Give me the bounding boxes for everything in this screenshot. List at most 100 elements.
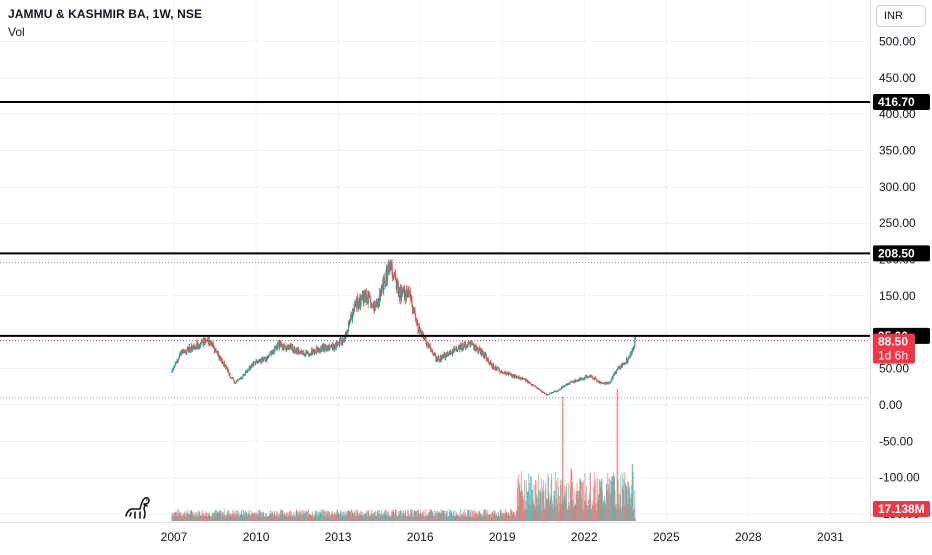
volume-bar	[427, 512, 429, 521]
volume-bar	[453, 516, 455, 521]
candle	[467, 341, 469, 347]
volume-bar	[199, 511, 201, 521]
chart-area[interactable]	[0, 0, 870, 522]
volume-bar	[379, 513, 381, 521]
volume-bar	[454, 510, 456, 521]
time-scale[interactable]: 2007 2010 2013 2016 2019 2022 2025 2028 2031	[0, 522, 932, 550]
volume-bar	[631, 484, 633, 521]
volume-bar	[285, 516, 287, 521]
candle	[452, 349, 454, 354]
volume-bar	[212, 512, 214, 521]
volume-bar	[562, 396, 564, 521]
volume-bar	[298, 512, 300, 521]
price-scale-axis[interactable]: 500.00450.00400.00350.00300.00250.00200.…	[870, 0, 932, 522]
volume-bar	[436, 510, 438, 521]
volume-bar	[492, 514, 494, 521]
candle	[400, 290, 403, 300]
volume-bar	[194, 516, 196, 521]
volume-bar	[267, 515, 269, 521]
volume-bar	[468, 516, 470, 521]
volume-bar	[180, 512, 182, 521]
volume-bar	[426, 515, 428, 521]
candle	[491, 363, 493, 367]
volume-bar	[286, 516, 288, 521]
volume-bar	[321, 509, 323, 521]
candle	[568, 383, 570, 385]
volume-bar	[177, 516, 179, 521]
volume-bar	[499, 516, 501, 521]
candle	[269, 352, 272, 354]
volume-bar	[524, 479, 526, 521]
volume-bar	[512, 512, 514, 521]
volume-bar	[351, 510, 353, 521]
volume-bar	[392, 509, 394, 521]
volume-bar	[191, 511, 193, 521]
volume-bar	[276, 513, 278, 521]
volume-bar	[593, 486, 595, 521]
currency-button[interactable]: INR	[876, 5, 926, 27]
price-chart[interactable]	[0, 0, 870, 522]
candle	[624, 363, 626, 365]
volume-bar	[256, 512, 258, 521]
volume-bar	[381, 515, 383, 521]
volume-bar	[269, 513, 271, 521]
volume-bar	[611, 476, 613, 521]
volume-bar	[423, 510, 425, 521]
candle	[372, 304, 374, 306]
volume-bar	[390, 516, 392, 521]
candle	[546, 395, 548, 397]
candle	[369, 297, 371, 303]
volume-bar	[238, 515, 240, 521]
volume-bar	[308, 513, 310, 521]
volume-bar	[470, 511, 472, 521]
volume-bar	[445, 514, 447, 521]
volume-bar	[547, 473, 549, 521]
volume-bar	[346, 510, 348, 521]
candle	[191, 344, 193, 352]
time-scale-axis[interactable]: 2007 2010 2013 2016 2019 2022 2025 2028 2031	[0, 522, 932, 550]
volume-bar	[528, 473, 530, 521]
candle	[628, 357, 630, 359]
volume-bar	[539, 491, 541, 521]
volume-bar	[593, 471, 595, 521]
volume-bar	[249, 515, 251, 521]
candle	[429, 345, 431, 348]
volume-bar	[254, 513, 256, 521]
volume-bar	[609, 495, 611, 521]
candle	[219, 356, 221, 359]
volume-bar	[535, 479, 537, 521]
candle	[352, 309, 354, 313]
volume-bar	[277, 511, 279, 521]
volume-bar	[198, 511, 200, 521]
volume-bar	[570, 468, 572, 521]
volume-bar	[365, 514, 367, 521]
volume-bar	[252, 513, 254, 521]
volume-bar	[236, 515, 238, 521]
volume-bar	[321, 511, 323, 521]
volume-bar	[437, 513, 439, 521]
volume-bar	[281, 514, 283, 521]
volume-bar	[406, 516, 408, 521]
candle	[175, 362, 177, 364]
candle	[385, 274, 387, 287]
volume-bar	[178, 509, 180, 521]
volume-bar	[377, 509, 379, 521]
volume-bar	[344, 512, 346, 521]
volume-bar	[417, 510, 419, 521]
volume-bar	[185, 513, 187, 521]
volume-bar	[568, 502, 570, 521]
volume-bar	[239, 514, 241, 521]
volume-bar	[456, 512, 458, 521]
volume-bar	[253, 515, 255, 521]
volume-bar	[602, 490, 604, 521]
candle	[444, 353, 446, 355]
volume-bar	[288, 515, 290, 521]
price-scale[interactable]: 500.00450.00400.00350.00300.00250.00200.…	[870, 0, 932, 522]
volume-bar	[343, 515, 345, 521]
candle	[438, 359, 441, 362]
volume-bar	[293, 514, 295, 521]
volume-bar	[504, 512, 506, 521]
candle	[618, 365, 620, 369]
candle	[306, 351, 308, 353]
volume-bar	[621, 506, 623, 521]
